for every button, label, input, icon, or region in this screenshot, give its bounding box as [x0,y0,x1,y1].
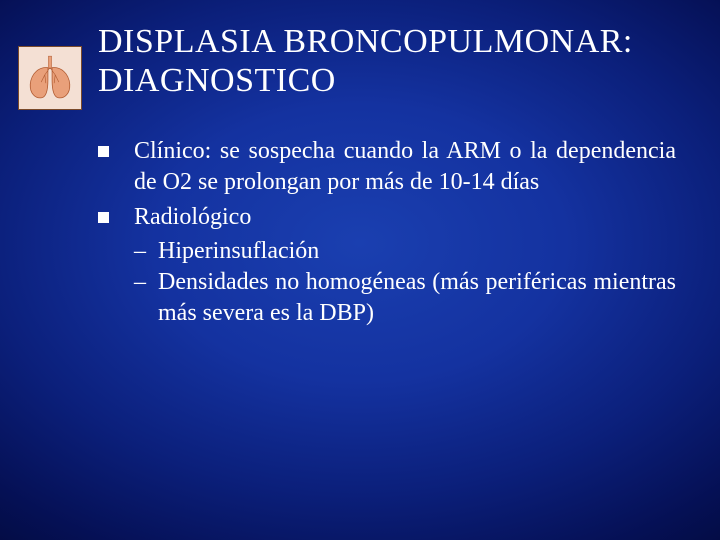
bullet-item: Clínico: se sospecha cuando la ARM o la … [98,136,676,197]
bullet-item: Radiológico [98,202,676,233]
sub-bullet-text: Densidades no homogéneas (más periférica… [158,267,676,328]
square-bullet-icon [98,136,134,197]
slide: DISPLASIA BRONCOPULMONAR: DIAGNOSTICO Cl… [0,0,720,540]
lungs-svg [24,52,76,104]
dash-icon: – [134,267,158,328]
slide-title: DISPLASIA BRONCOPULMONAR: DIAGNOSTICO [98,22,676,100]
bullet-text: Clínico: se sospecha cuando la ARM o la … [134,136,676,197]
sub-bullet-text: Hiperinsuflación [158,236,676,267]
sub-bullet-item: – Densidades no homogéneas (más periféri… [98,267,676,328]
square-bullet-icon [98,202,134,233]
lungs-icon [18,46,82,110]
bullet-text: Radiológico [134,202,676,233]
slide-body: Clínico: se sospecha cuando la ARM o la … [98,136,676,328]
dash-icon: – [134,236,158,267]
sub-bullet-item: – Hiperinsuflación [98,236,676,267]
